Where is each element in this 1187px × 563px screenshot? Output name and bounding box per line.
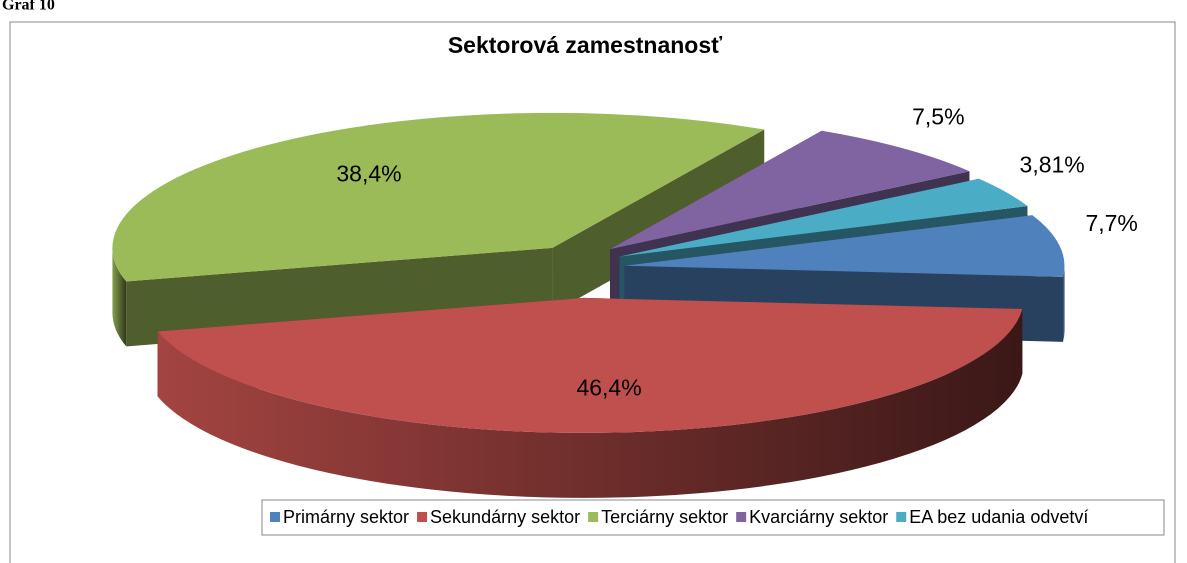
legend-box: [261, 499, 1165, 536]
slice: [619, 178, 1028, 257]
legend-label: Sekundárny sektor: [430, 507, 580, 527]
legend-swatch: [896, 512, 907, 522]
legend-swatch: [270, 512, 280, 522]
slice-cut-face: [552, 129, 765, 313]
caption: Graf 10: [2, 0, 55, 14]
slice-side: [112, 247, 127, 347]
slice-side: [1063, 265, 1065, 342]
legend-label: Terciárny sektor: [601, 507, 728, 527]
data-label: 38,4%: [336, 160, 401, 186]
legend-label: Kvarciárny sektor: [749, 507, 888, 527]
data-label: 7,5%: [912, 103, 964, 129]
legend-swatch: [417, 512, 428, 522]
slice: [609, 130, 970, 250]
slice-cut-face: [126, 247, 553, 347]
slice: [624, 215, 1065, 277]
legend-swatch: [588, 512, 599, 522]
chart-title: Sektorová zamestnanosť: [448, 32, 723, 58]
legend-label: EA bez udania odvetví: [909, 507, 1088, 527]
data-label: 7,7%: [1085, 210, 1137, 236]
legend-swatch: [736, 512, 747, 522]
slice: [112, 112, 765, 282]
legend-label: Primárny sektor: [283, 507, 409, 527]
slice-side: [157, 308, 1023, 498]
data-label: 3,81%: [1020, 151, 1085, 177]
data-label: 46,4%: [576, 374, 641, 400]
slice: [157, 297, 1023, 433]
